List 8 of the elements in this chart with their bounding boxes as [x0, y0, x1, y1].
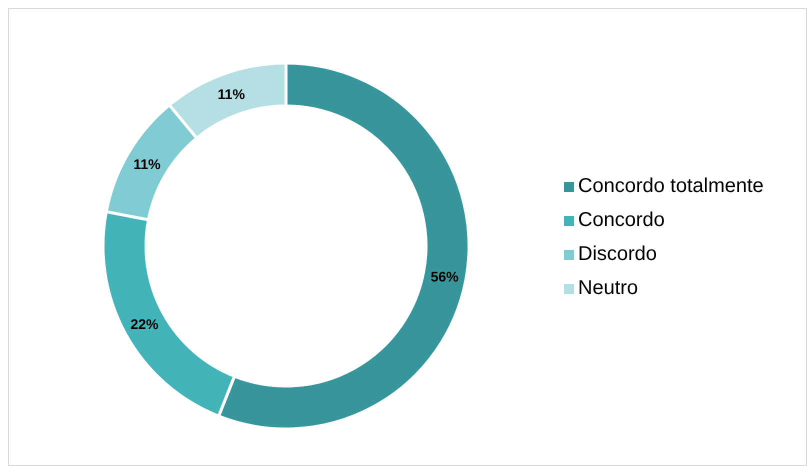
data-label: 56% — [430, 268, 460, 284]
legend-label: Concordo totalmente — [578, 175, 764, 197]
data-label: 11% — [133, 156, 162, 172]
legend-label: Neutro — [578, 277, 638, 299]
data-label: 11% — [218, 86, 246, 102]
data-label: 22% — [130, 316, 160, 332]
legend-label: Concordo — [578, 209, 665, 231]
legend-label: Discordo — [578, 243, 657, 265]
